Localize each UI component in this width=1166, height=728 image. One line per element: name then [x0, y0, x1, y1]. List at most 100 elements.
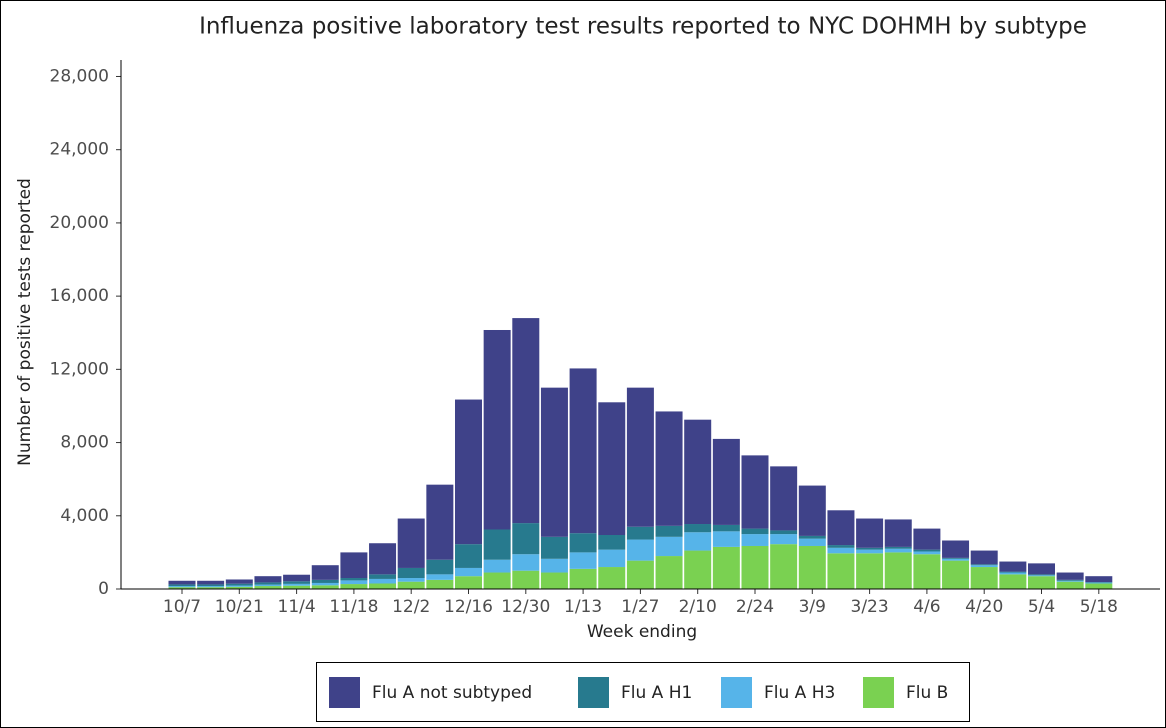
bar-segment — [884, 546, 912, 549]
y-axis-label: Number of positive tests reported — [15, 178, 35, 466]
bar-segment — [197, 580, 225, 585]
bar-segment — [798, 545, 826, 589]
legend-key — [329, 677, 360, 708]
bar-segment — [1028, 574, 1055, 576]
bar-segment — [712, 546, 740, 589]
bar-segment — [340, 584, 368, 589]
bar-segment — [540, 558, 568, 573]
bar-segment — [970, 565, 998, 568]
bar-segment — [827, 545, 855, 548]
bar-segment — [741, 545, 769, 589]
legend-label: Flu A not subtyped — [372, 683, 532, 703]
bar-segment — [1028, 563, 1055, 575]
bar-segment — [254, 586, 282, 589]
bar-segment — [684, 419, 712, 525]
bar-segment — [569, 533, 597, 553]
bar-segment — [798, 485, 826, 536]
bar-segment — [225, 586, 253, 589]
bar-segment — [798, 538, 826, 546]
bar-segment — [741, 528, 769, 535]
bar-segment — [455, 576, 482, 589]
bar-segment — [225, 583, 253, 586]
bar-segment — [426, 484, 454, 560]
x-tick-label: 4/6 — [913, 597, 940, 617]
bar-segment — [827, 547, 855, 554]
bar-segment — [741, 455, 769, 529]
bar-segment — [655, 525, 683, 537]
bar-segment — [856, 547, 884, 550]
y-tick-label: 4,000 — [60, 506, 109, 526]
bar-segment — [598, 567, 626, 589]
y-tick-label: 8,000 — [60, 433, 109, 453]
bar-segment — [168, 584, 196, 587]
bar-segment — [369, 583, 397, 589]
x-tick-label: 12/16 — [444, 597, 493, 617]
bar-segment — [397, 578, 425, 582]
bar-segment — [970, 550, 998, 565]
bar-segment — [1056, 581, 1084, 589]
bar-segment — [655, 411, 683, 526]
bar-segment — [942, 560, 970, 589]
bar-segment — [397, 518, 425, 568]
legend-label: Flu A H1 — [621, 683, 692, 703]
bar-segment — [712, 531, 740, 547]
bar-segment — [884, 548, 912, 553]
x-tick-label: 2/10 — [679, 597, 717, 617]
bar-segment — [311, 585, 339, 589]
x-tick-label: 4/20 — [965, 597, 1003, 617]
y-tick-label: 16,000 — [50, 286, 109, 306]
x-axis-label: Week ending — [587, 622, 697, 642]
bar-segment — [254, 584, 282, 587]
x-tick-label: 11/18 — [329, 597, 378, 617]
bar-segment — [913, 528, 941, 550]
bar-segment — [626, 539, 654, 561]
bar-segment — [598, 402, 626, 536]
x-tick-label: 3/23 — [851, 597, 889, 617]
bar-segment — [1085, 583, 1113, 589]
bar-segment — [626, 560, 654, 589]
bar-segment — [655, 536, 683, 557]
bar-segment — [712, 524, 740, 532]
bar-segment — [168, 580, 196, 585]
x-tick-label: 5/18 — [1080, 597, 1118, 617]
bar-segment — [970, 564, 998, 566]
bar-segment — [197, 586, 225, 588]
bar-segment — [856, 518, 884, 548]
bar-segment — [999, 561, 1027, 572]
bar-segment — [598, 535, 626, 550]
bar-segment — [369, 543, 397, 575]
bar-segment — [1085, 582, 1113, 584]
bar-segment — [426, 574, 454, 580]
bar-segment — [598, 549, 626, 568]
bar-segment — [426, 559, 454, 575]
bar-segment — [856, 549, 884, 554]
bar-segment — [540, 387, 568, 537]
bar-segment — [283, 574, 311, 582]
bar-segment — [512, 554, 540, 571]
bar-segment — [999, 574, 1027, 589]
x-tick-label: 10/21 — [215, 597, 264, 617]
bar-segment — [770, 544, 798, 589]
x-tick-label: 2/24 — [736, 597, 774, 617]
bar-segment — [1056, 572, 1084, 580]
bar-segment — [254, 576, 282, 583]
bar-segment — [197, 584, 225, 587]
bar-segment — [569, 368, 597, 534]
y-tick-label: 28,000 — [50, 66, 109, 86]
bar-segment — [168, 586, 196, 588]
legend-key — [721, 677, 752, 708]
x-tick-label: 1/27 — [621, 597, 659, 617]
bar-segment — [455, 567, 482, 577]
x-tick-label: 1/13 — [564, 597, 602, 617]
bar-segment — [512, 523, 540, 555]
bar-segment — [913, 551, 941, 555]
bar-segment — [1085, 582, 1113, 583]
bar-segment — [283, 581, 311, 584]
y-tick-label: 24,000 — [50, 140, 109, 160]
bar-segment — [999, 571, 1027, 573]
chart-title: Influenza positive laboratory test resul… — [199, 14, 1087, 40]
x-tick-label: 12/30 — [501, 597, 550, 617]
bar-segment — [225, 585, 253, 587]
x-tick-label: 10/7 — [163, 597, 201, 617]
